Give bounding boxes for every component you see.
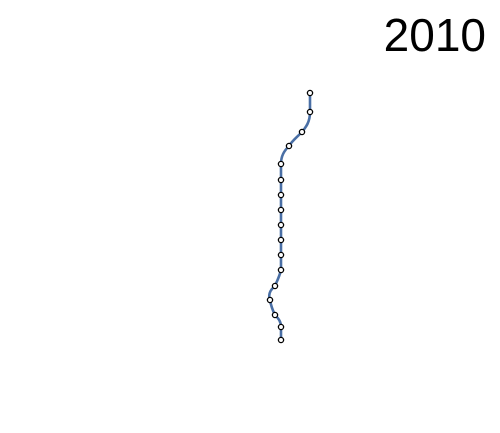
station-marker: [277, 221, 285, 229]
station-marker: [277, 236, 285, 244]
station-marker: [298, 128, 306, 136]
station-marker: [271, 282, 279, 290]
station-group: [266, 89, 314, 344]
station-marker: [277, 160, 285, 168]
station-marker: [277, 206, 285, 214]
station-marker: [277, 191, 285, 199]
station-marker: [277, 266, 285, 274]
station-marker: [277, 336, 285, 344]
station-marker: [306, 108, 314, 116]
station-marker: [277, 251, 285, 259]
year-label: 2010: [383, 9, 486, 61]
station-marker: [277, 323, 285, 331]
station-marker: [271, 311, 279, 319]
station-marker: [285, 142, 293, 150]
station-marker: [277, 176, 285, 184]
station-marker: [266, 296, 274, 304]
station-marker: [306, 89, 314, 97]
